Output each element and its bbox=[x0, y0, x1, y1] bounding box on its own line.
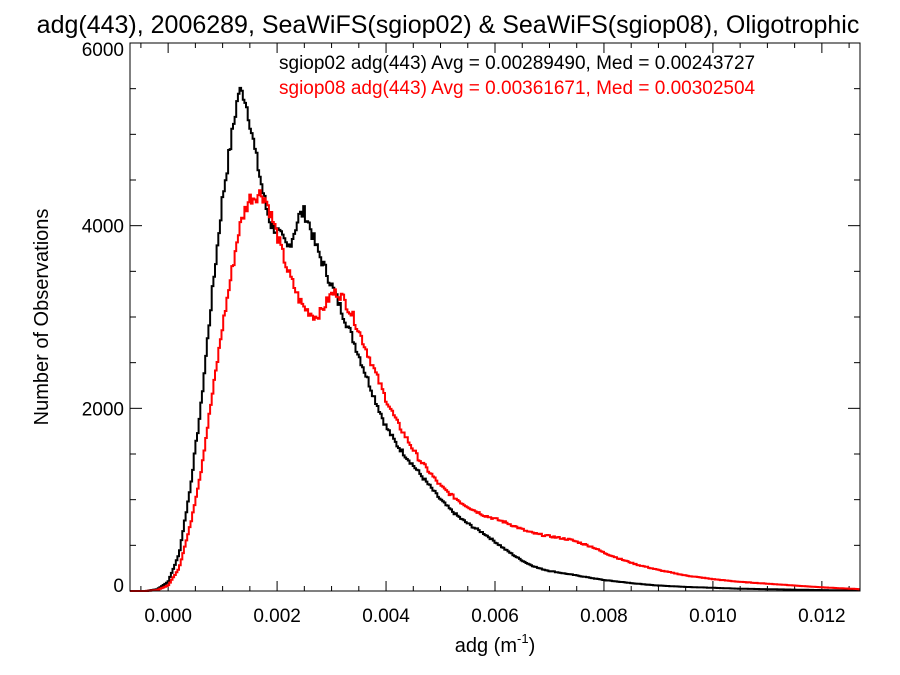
x-tick-label: 0.004 bbox=[362, 606, 410, 627]
y-tick-label: 2000 bbox=[82, 399, 124, 420]
series-line-sgiop08 bbox=[130, 189, 860, 592]
x-tick-label: 0.010 bbox=[689, 606, 737, 627]
y-axis-label: Number of Observations bbox=[31, 209, 53, 426]
axis-ticks: 0.000 0.002 0.004 0.006 0.008 0.010 0.012 0 2000… bbox=[82, 40, 860, 627]
chart-title: adg(443), 2006289, SeaWiFS(sgiop02) & Se… bbox=[37, 11, 860, 39]
plot-frame bbox=[129, 42, 861, 592]
x-axis-label-superscript: -1 bbox=[517, 631, 529, 646]
y-tick-label: 4000 bbox=[82, 217, 124, 238]
series-layer bbox=[130, 86, 860, 592]
x-axis-label-close: ) bbox=[529, 635, 536, 657]
y-tick-label: 6000 bbox=[82, 40, 124, 61]
legend: sgiop02 adg(443) Avg = 0.00289490, Med =… bbox=[279, 53, 756, 99]
x-tick-label: 0.000 bbox=[144, 606, 192, 627]
x-tick-label: 0.008 bbox=[580, 606, 628, 627]
legend-sgiop08: sgiop08 adg(443) Avg = 0.00361671, Med =… bbox=[279, 78, 756, 99]
y-tick-label: 0 bbox=[113, 576, 124, 597]
x-tick-label: 0.002 bbox=[253, 606, 301, 627]
x-tick-label: 0.006 bbox=[471, 606, 519, 627]
x-axis-label: adg (m-1) bbox=[455, 631, 535, 657]
x-axis-label-main: adg (m bbox=[455, 635, 517, 657]
series-line-sgiop02 bbox=[130, 86, 860, 592]
x-tick-label: 0.012 bbox=[798, 606, 846, 627]
legend-sgiop02: sgiop02 adg(443) Avg = 0.00289490, Med =… bbox=[279, 53, 755, 74]
